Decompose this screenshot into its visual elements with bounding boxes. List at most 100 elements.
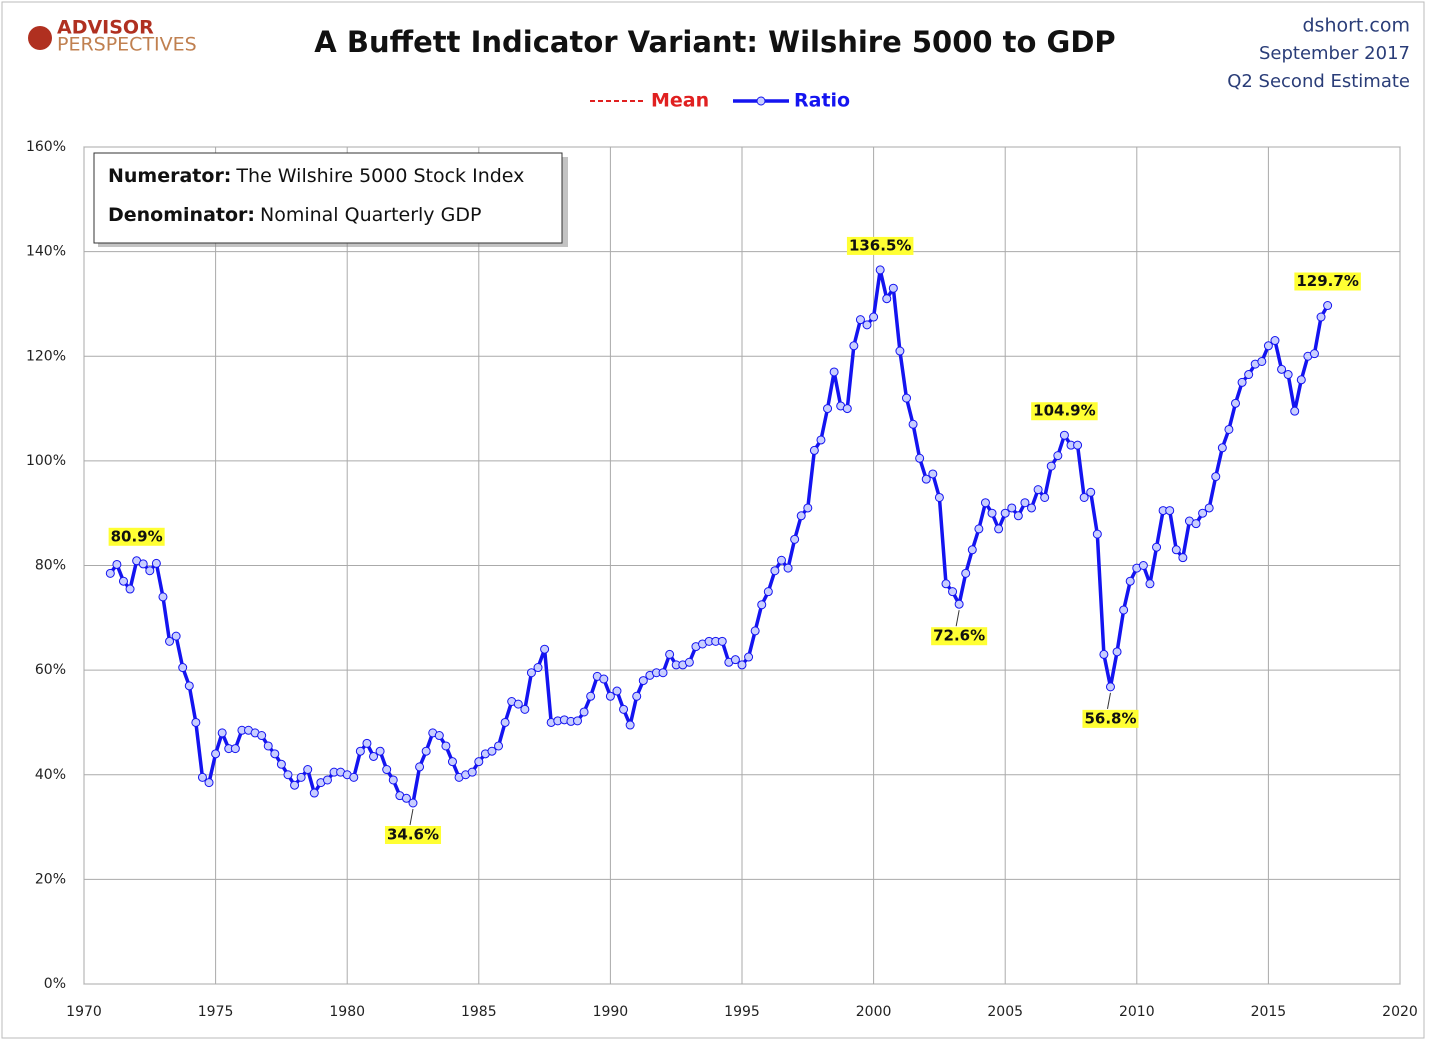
data-point bbox=[573, 716, 582, 726]
data-point bbox=[118, 576, 128, 586]
data-point bbox=[921, 474, 931, 484]
data-point bbox=[145, 566, 155, 576]
data-point bbox=[105, 568, 115, 578]
annotation-bg bbox=[846, 236, 914, 255]
data-point bbox=[928, 469, 938, 479]
data-point bbox=[974, 524, 984, 534]
data-point bbox=[283, 770, 293, 780]
data-point bbox=[1296, 375, 1306, 385]
y-tick-label: 0% bbox=[44, 976, 66, 992]
data-point bbox=[612, 686, 622, 696]
data-point bbox=[684, 657, 694, 667]
data-point bbox=[1316, 312, 1326, 322]
note-text: Nominal Quarterly GDP bbox=[260, 204, 481, 226]
data-point bbox=[309, 788, 319, 798]
data-point bbox=[763, 587, 773, 597]
data-point bbox=[151, 558, 161, 568]
data-point bbox=[882, 294, 892, 304]
x-tick-label: 2010 bbox=[1119, 1004, 1155, 1020]
data-point bbox=[790, 534, 800, 544]
data-point bbox=[987, 508, 997, 518]
data-point bbox=[382, 765, 392, 775]
annotation: 80.9% bbox=[111, 527, 163, 545]
data-point bbox=[388, 775, 398, 785]
data-point bbox=[869, 312, 879, 322]
site: dshort.com bbox=[1302, 15, 1410, 37]
data-point bbox=[1119, 605, 1129, 615]
legend-marker bbox=[756, 96, 766, 106]
data-point bbox=[776, 555, 786, 565]
data-point bbox=[717, 636, 727, 646]
y-tick-label: 40% bbox=[35, 767, 66, 783]
note-text: The Wilshire 5000 Stock Index bbox=[235, 165, 524, 187]
data-point bbox=[191, 717, 201, 727]
data-point bbox=[1020, 498, 1030, 508]
data-point bbox=[1079, 492, 1089, 502]
data-point bbox=[1145, 579, 1155, 589]
callout-line bbox=[409, 808, 414, 826]
x-tick-label: 1990 bbox=[593, 1004, 629, 1020]
data-point bbox=[855, 315, 865, 325]
x-tick-label: 1980 bbox=[329, 1004, 365, 1020]
data-point bbox=[533, 663, 543, 673]
data-point bbox=[355, 746, 365, 756]
data-point bbox=[204, 778, 214, 788]
logo-bottom: PERSPECTIVES bbox=[57, 34, 197, 56]
note-numerator: Numerator: The Wilshire 5000 Stock Index bbox=[108, 165, 524, 187]
data-point bbox=[1224, 424, 1234, 434]
data-point bbox=[1073, 440, 1083, 450]
data-point bbox=[1237, 377, 1247, 387]
data-point bbox=[1053, 451, 1063, 461]
data-point bbox=[961, 568, 971, 578]
data-point bbox=[1309, 349, 1319, 359]
x-tick-label: 1975 bbox=[198, 1004, 234, 1020]
annotation: 72.6% bbox=[933, 627, 985, 645]
y-tick-label: 100% bbox=[26, 453, 66, 469]
data-point bbox=[875, 265, 885, 275]
x-tick-label: 2005 bbox=[987, 1004, 1023, 1020]
data-point bbox=[750, 626, 760, 636]
data-point bbox=[605, 691, 615, 701]
data-point bbox=[783, 563, 793, 573]
data-point bbox=[1217, 443, 1227, 453]
data-point bbox=[1244, 370, 1254, 380]
annotation-bg bbox=[1031, 402, 1098, 421]
data-point bbox=[165, 636, 175, 646]
annotation: 56.8% bbox=[1084, 709, 1136, 727]
data-point bbox=[1059, 430, 1069, 440]
data-point bbox=[796, 511, 806, 521]
data-point bbox=[1290, 406, 1300, 416]
note-label: Denominator: bbox=[108, 204, 255, 226]
data-point bbox=[809, 445, 819, 455]
data-point bbox=[1231, 398, 1240, 408]
data-point bbox=[1099, 649, 1109, 659]
data-point bbox=[829, 367, 839, 377]
x-tick-label: 2015 bbox=[1251, 1004, 1287, 1020]
y-tick-label: 80% bbox=[35, 558, 66, 574]
data-point bbox=[908, 419, 918, 429]
data-point bbox=[1092, 529, 1102, 539]
plot: 0% 20% 40% 60% 80% 100% 120% 140% 160% 1970 1975 19… bbox=[26, 139, 1418, 1020]
annotation: 34.6% bbox=[387, 825, 439, 843]
data-point bbox=[303, 765, 313, 775]
x-tick-label: 2020 bbox=[1382, 1004, 1418, 1020]
data-point bbox=[1046, 461, 1056, 471]
data-point bbox=[632, 691, 642, 701]
logo-top: ADVISOR bbox=[57, 17, 154, 39]
data-point bbox=[941, 579, 951, 589]
data-point bbox=[434, 731, 444, 741]
data-point bbox=[362, 738, 372, 748]
data-point bbox=[1263, 341, 1273, 351]
annotation-bg bbox=[108, 527, 165, 546]
legend-label: Ratio bbox=[794, 90, 850, 112]
note-denominator: Denominator: Nominal Quarterly GDP bbox=[108, 204, 481, 226]
data-point bbox=[1000, 508, 1010, 518]
data-point bbox=[270, 749, 280, 759]
data-point bbox=[1257, 356, 1267, 366]
data-point bbox=[816, 435, 826, 445]
data-point bbox=[540, 644, 550, 654]
data-point bbox=[211, 749, 221, 759]
data-point bbox=[638, 676, 648, 686]
